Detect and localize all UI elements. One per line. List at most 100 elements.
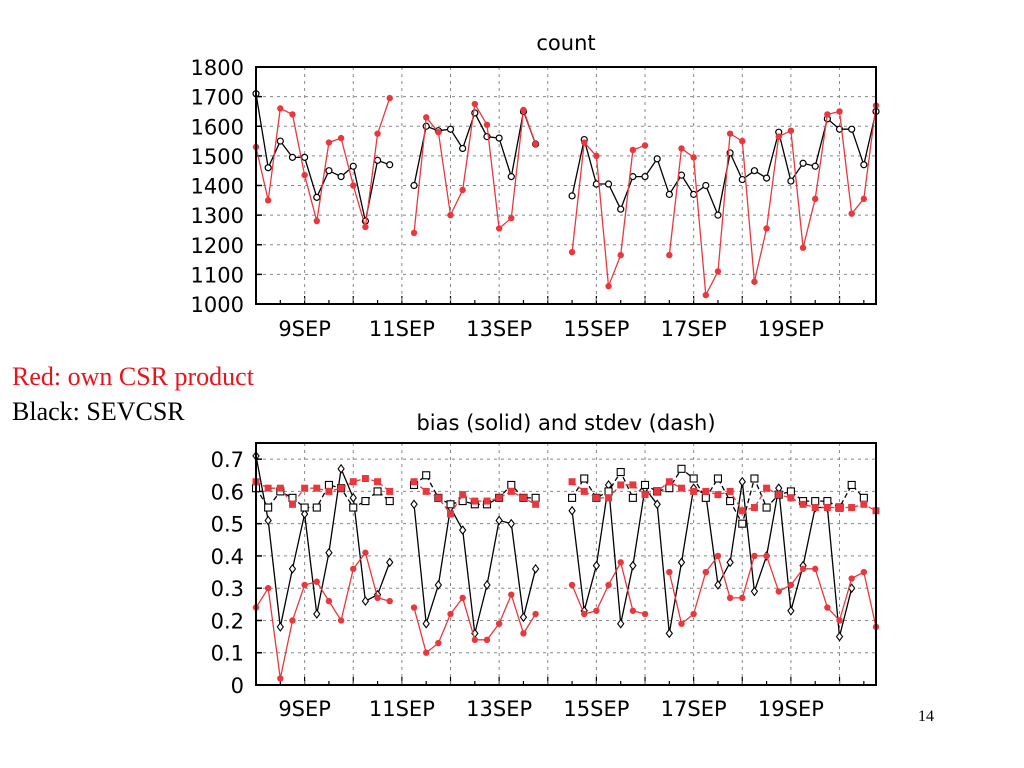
data-point (593, 152, 600, 160)
data-point (713, 474, 723, 483)
series-line (255, 484, 391, 509)
y-tick-label: 0.4 (211, 545, 244, 569)
data-point (836, 617, 843, 624)
data-point (848, 504, 856, 512)
data-point (532, 610, 539, 618)
y-tick-label: 0.3 (211, 577, 244, 601)
data-point (288, 153, 297, 161)
data-point (471, 100, 479, 108)
chart-title: count (536, 31, 595, 55)
data-point (520, 106, 527, 114)
data-point (836, 504, 844, 512)
y-tick-label: 0.6 (211, 480, 244, 504)
data-point (495, 134, 503, 142)
data-point (337, 134, 345, 142)
data-point (714, 268, 722, 275)
data-point (787, 605, 795, 616)
data-point (629, 607, 637, 614)
data-point (751, 552, 758, 560)
y-tick-label: 1300 (191, 204, 244, 228)
data-point (459, 186, 466, 194)
data-point (580, 487, 588, 495)
data-point (434, 580, 443, 590)
data-point (714, 552, 722, 560)
series-black-dash (251, 464, 868, 528)
data-point (264, 197, 272, 204)
chart-title: bias (solid) and stdev (dash) (416, 411, 715, 435)
x-tick-label: 17SEP (661, 317, 727, 341)
y-tick-label: 1600 (191, 115, 244, 139)
data-point (447, 211, 454, 219)
data-point (848, 575, 855, 582)
data-point (617, 618, 625, 629)
series-line (668, 105, 877, 298)
data-point (471, 636, 479, 644)
x-tick-label: 9SEP (278, 697, 331, 721)
data-point (264, 484, 272, 492)
data-point (604, 180, 613, 188)
data-point (386, 487, 394, 495)
data-point (799, 159, 807, 167)
data-point (751, 278, 758, 285)
data-point (301, 484, 309, 492)
data-point (824, 111, 831, 118)
x-tick-label: 19SEP (758, 697, 824, 721)
data-point (325, 167, 333, 175)
data-point (641, 142, 649, 149)
data-point (520, 630, 527, 637)
data-point (337, 617, 345, 624)
data-point (434, 494, 442, 502)
series-line (413, 108, 537, 186)
data-point (714, 580, 722, 590)
data-point (495, 494, 503, 502)
data-point (288, 563, 297, 574)
data-point (824, 604, 831, 611)
data-point (787, 494, 795, 502)
data-point (848, 210, 855, 217)
data-point (362, 223, 369, 231)
data-point (739, 137, 746, 145)
data-point (410, 181, 418, 190)
series-line (571, 481, 853, 637)
data-point (690, 154, 697, 161)
data-point (860, 568, 868, 576)
data-point (410, 229, 418, 237)
data-point (386, 94, 393, 102)
data-point (495, 620, 503, 627)
series-red-solid (252, 549, 880, 682)
data-point (422, 114, 430, 121)
data-point (374, 130, 381, 137)
data-point (726, 557, 734, 568)
data-point (592, 494, 600, 502)
data-point (410, 604, 418, 611)
data-point (312, 503, 321, 512)
data-point (264, 585, 272, 592)
series-black-solid (252, 90, 880, 225)
data-point (362, 549, 369, 556)
data-point (277, 105, 284, 112)
data-point (812, 565, 819, 573)
data-point (702, 568, 710, 576)
data-point (277, 675, 284, 682)
series-line (255, 93, 390, 222)
data-point (666, 568, 673, 576)
data-point (823, 504, 831, 512)
data-point (532, 500, 540, 508)
data-point (726, 497, 735, 506)
data-point (835, 631, 844, 642)
data-point (629, 560, 637, 571)
data-point (495, 515, 503, 526)
x-tick-label: 11SEP (369, 697, 435, 721)
data-point (337, 484, 345, 492)
data-point (605, 494, 613, 502)
data-point (313, 578, 320, 585)
data-point (689, 474, 698, 483)
data-point (264, 515, 272, 526)
data-point (313, 609, 321, 619)
data-point (786, 487, 795, 496)
data-point (763, 484, 771, 492)
data-point (617, 251, 624, 259)
data-point (435, 128, 442, 136)
data-point (848, 125, 856, 133)
data-point (702, 181, 710, 190)
